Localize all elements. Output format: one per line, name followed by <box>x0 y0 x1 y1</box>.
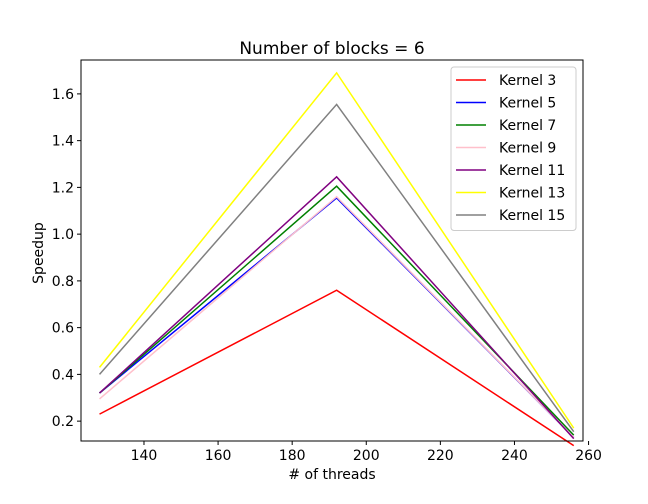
x-tick-label: 180 <box>279 448 306 464</box>
legend-label: Kernel 11 <box>499 163 565 179</box>
x-tick-label: 240 <box>501 448 528 464</box>
chart-title: Number of blocks = 6 <box>239 39 424 59</box>
legend-label: Kernel 3 <box>499 73 556 89</box>
legend-label: Kernel 7 <box>499 118 556 134</box>
legend-label: Kernel 15 <box>499 208 565 224</box>
x-tick-label: 140 <box>131 448 158 464</box>
series-line-7 <box>98 103 575 433</box>
series-line-1 <box>99 289 575 447</box>
x-tick-label: 160 <box>205 448 232 464</box>
series-line-5 <box>99 175 575 440</box>
y-tick-label: 1.0 <box>52 227 74 243</box>
x-tick-label: 200 <box>353 448 380 464</box>
x-tick-label: 220 <box>427 448 454 464</box>
y-tick-label: 0.6 <box>52 321 74 337</box>
legend-label: Kernel 13 <box>499 186 565 202</box>
x-tick-label: 260 <box>575 448 602 464</box>
legend-label: Kernel 9 <box>499 141 556 157</box>
series-line-6 <box>98 71 575 429</box>
y-tick-label: 0.2 <box>52 414 74 430</box>
axes-frame <box>80 59 584 442</box>
y-tick-label: 1.2 <box>52 180 74 196</box>
y-tick-label: 1.6 <box>52 87 74 103</box>
y-tick-label: 0.8 <box>52 274 74 290</box>
series-line-4 <box>99 195 575 439</box>
plot-area: 140 160 180 200 220 240 260 0.2 0.4 0.6 0.8 1.0 1.2 1… <box>52 59 602 464</box>
legend-label: Kernel 5 <box>499 96 556 112</box>
y-tick-label: 0.4 <box>52 367 74 383</box>
legend-box <box>450 66 577 231</box>
y-axis-title: Speedup <box>31 222 47 284</box>
x-axis-title: # of threads <box>288 467 375 483</box>
y-tick-label: 1.4 <box>52 134 74 150</box>
